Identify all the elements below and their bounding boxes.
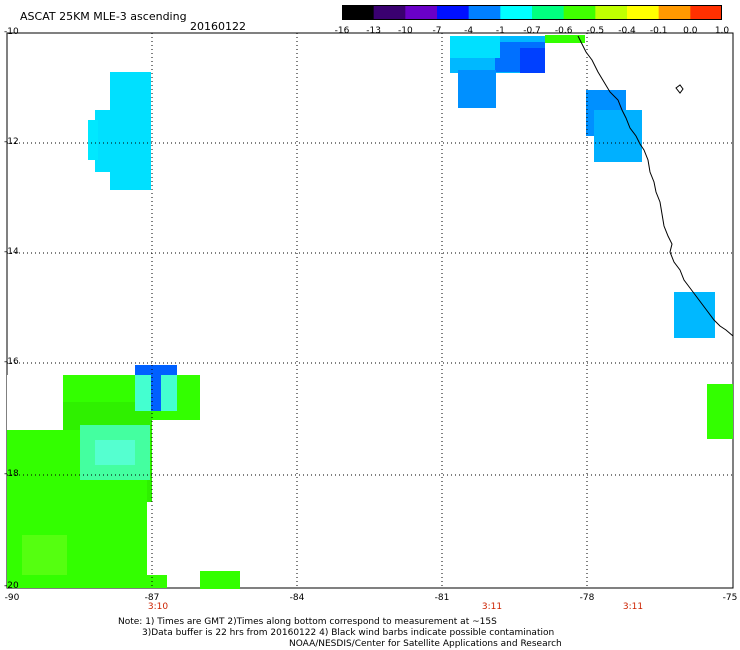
colorbar-tick-label: -0.7	[523, 26, 541, 36]
colorbar-segment	[563, 5, 596, 20]
lat-label: -20	[4, 581, 19, 591]
colorbar-frame	[342, 5, 722, 20]
wind-block	[63, 375, 103, 385]
colorbar-tick-label: -10	[397, 26, 413, 36]
colorbar-tick-label: -4	[464, 26, 474, 36]
lat-label: -18	[4, 469, 19, 479]
lat-label: -16	[4, 357, 19, 367]
wind-block	[520, 48, 545, 73]
wind-block	[674, 292, 715, 338]
colorbar-segment	[690, 5, 722, 20]
lon-label: -78	[579, 593, 595, 603]
plot-frame	[6, 32, 734, 589]
wind-block	[95, 440, 135, 465]
colorbar-segment	[468, 5, 501, 20]
time-label: 3:10	[147, 602, 169, 612]
colorbar-segment	[500, 5, 533, 20]
colorbar-tick-label: -0.6	[554, 26, 573, 36]
lon-label: -81	[434, 593, 450, 603]
colorbar-segment	[595, 5, 628, 20]
wind-block	[200, 571, 240, 589]
footer-credit: NOAA/NESDIS/Center for Satellite Applica…	[289, 639, 562, 649]
colorbar-tick-label: -13	[366, 26, 382, 36]
colorbar-tick-label: -7	[432, 26, 442, 36]
wind-block	[7, 402, 22, 430]
lon-label: -75	[722, 593, 738, 603]
lat-label: -14	[4, 247, 19, 257]
lon-label: -87	[144, 593, 160, 603]
wind-block	[88, 120, 98, 160]
lat-label: -12	[4, 137, 19, 147]
colorbar-segment	[342, 5, 375, 20]
colorbar-tick-label: -0.1	[649, 26, 668, 36]
wind-block	[545, 35, 585, 43]
wind-data-regions	[7, 35, 733, 589]
wind-block	[140, 575, 167, 588]
colorbar-segment	[373, 5, 406, 20]
colorbar-segment	[627, 5, 660, 20]
footer-note-line2: 3)Data buffer is 22 hrs from 20160122 4)…	[142, 628, 555, 638]
footer-note-line1: Note: 1) Times are GMT 2)Times along bot…	[118, 617, 497, 627]
time-label: 3:11	[622, 602, 644, 612]
wind-block	[450, 36, 500, 58]
wind-block	[95, 110, 115, 172]
wind-block	[151, 365, 161, 411]
colorbar-segment	[532, 5, 565, 20]
colorbar-segment	[437, 5, 470, 20]
time-label: 3:11	[481, 602, 503, 612]
wind-block	[594, 110, 642, 162]
colorbar-tick-label: -16	[334, 26, 350, 36]
colorbar-labels: -16 -13 -10 -7 -4 -1 -0.7 -0.6 -0.5 -0.4 -0.1 0.0 1.…	[330, 26, 735, 38]
colorbar-segment	[405, 5, 438, 20]
colorbar	[342, 5, 722, 20]
coastline	[577, 35, 734, 337]
graticule	[7, 33, 733, 588]
colorbar-tick-label: 1.0	[714, 26, 730, 36]
island	[675, 84, 684, 94]
colorbar-tick-label: -1	[495, 26, 505, 36]
wind-block	[120, 505, 140, 535]
lat-label: -10	[4, 27, 19, 37]
colorbar-tick-label: -0.4	[618, 26, 636, 36]
chart-title: ASCAT 25KM MLE-3 ascending	[20, 10, 187, 23]
colorbar-tick-label: 0.0	[683, 26, 698, 36]
lon-label: -90	[4, 593, 20, 603]
wind-block	[128, 535, 140, 570]
wind-block	[707, 384, 733, 439]
wind-block	[458, 70, 496, 108]
lon-label: -84	[289, 593, 305, 603]
colorbar-segment	[658, 5, 691, 20]
wind-block	[22, 535, 67, 575]
wind-block	[110, 72, 151, 190]
chart-date: 20160122	[190, 20, 246, 33]
colorbar-tick-label: -0.5	[586, 26, 605, 36]
